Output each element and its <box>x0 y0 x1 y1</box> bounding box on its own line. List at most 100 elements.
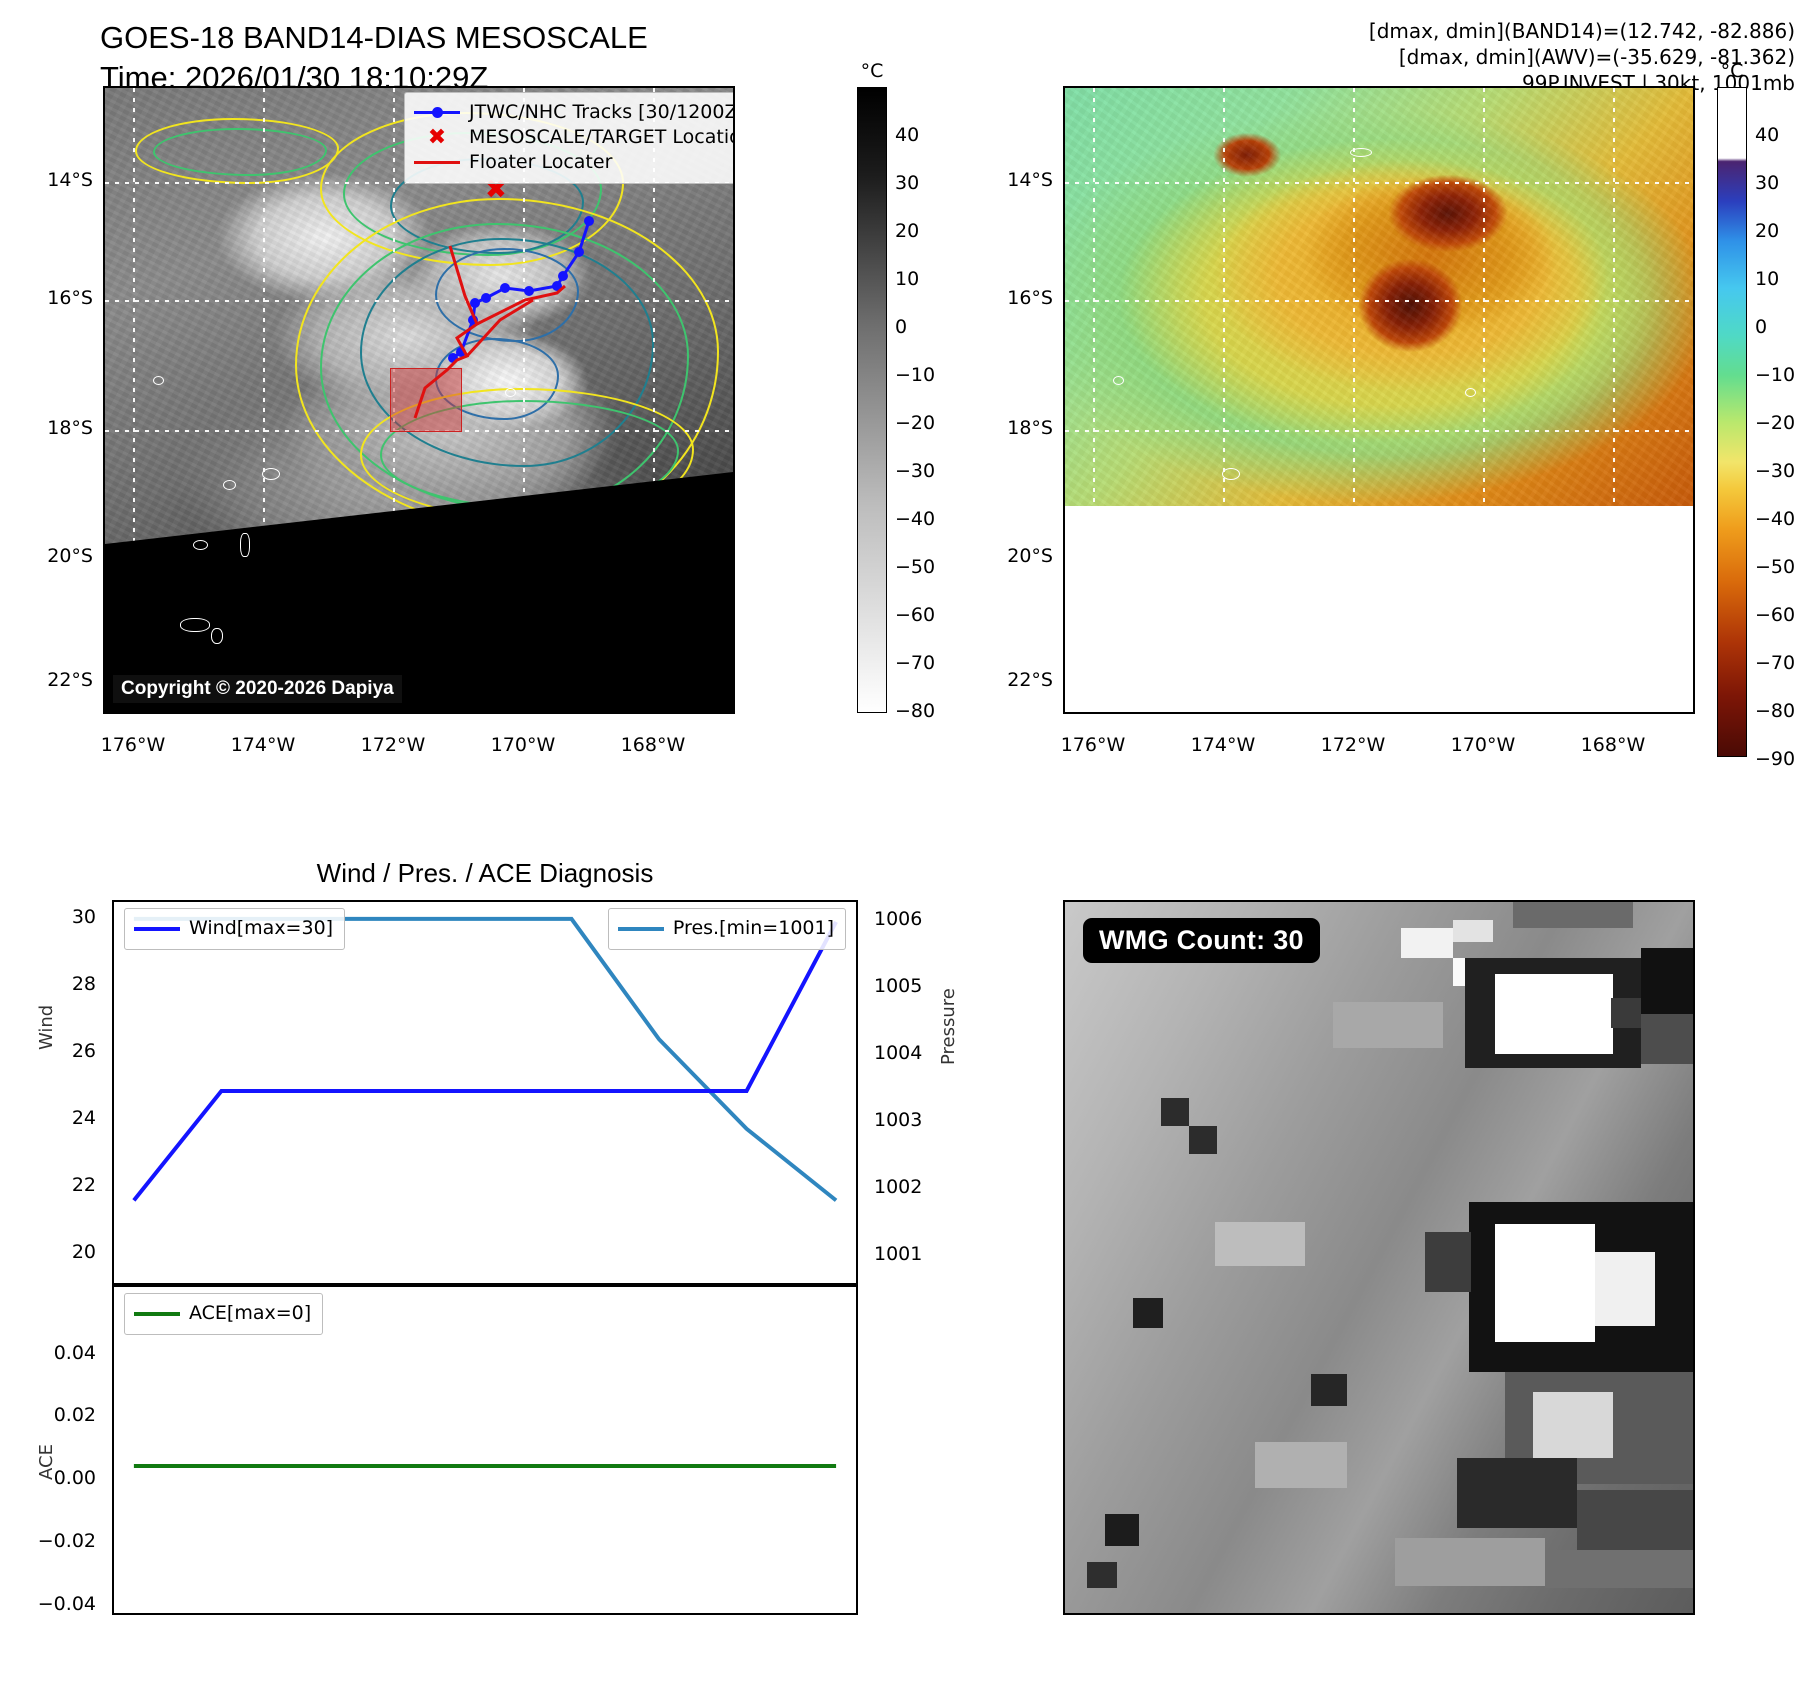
lat-tick: 20°S <box>1007 545 1053 567</box>
colorbar-tick: 30 <box>1755 172 1780 194</box>
annotation-awv: [dmax, dmin](AWV)=(-35.629, -81.362) <box>1398 45 1795 69</box>
lat-tick: 18°S <box>47 417 93 439</box>
colorbar-tick: −10 <box>895 364 936 386</box>
colorbar-unit-label: °C <box>1720 60 1744 82</box>
colorbar-tick: 20 <box>1755 220 1780 242</box>
map-legend: JTWC/NHC Tracks [30/1200Z] ✖ MESOSCALE/T… <box>404 92 733 184</box>
wmg-cell <box>1641 1014 1693 1064</box>
wind-legend: Wind[max=30] <box>124 908 346 950</box>
island-shape <box>193 540 208 550</box>
pressure-tick: 1003 <box>874 1109 923 1131</box>
wmg-cell <box>1577 1490 1693 1550</box>
graticule-lon-176w <box>1093 88 1095 505</box>
colorbar-tick: −70 <box>895 652 936 674</box>
colorbar-tick: −90 <box>1755 748 1796 770</box>
island-shape <box>153 376 164 385</box>
title-line-1: GOES-18 BAND14-DIAS MESOSCALE <box>100 20 648 55</box>
legend-item-floater: Floater Locater <box>414 150 733 175</box>
wmg-cell <box>1311 1374 1347 1406</box>
wmg-cloud-cluster-map[interactable]: WMG Count: 30 <box>1063 900 1695 1615</box>
ace-plot <box>133 1464 837 1469</box>
wmg-cell <box>1401 928 1453 958</box>
island-shape <box>262 468 280 480</box>
lon-tick: 174°W <box>1190 734 1256 756</box>
lat-tick: 22°S <box>1007 669 1053 691</box>
pressure-tick: 1004 <box>874 1042 923 1064</box>
floater-locater-box[interactable] <box>390 368 462 432</box>
graticule-lon-170w <box>523 88 525 712</box>
legend-label-wind: Wind[max=30] <box>189 917 334 939</box>
wmg-cell <box>1545 1550 1693 1588</box>
graticule-lon-168w <box>653 88 655 712</box>
ace-tick: −0.04 <box>37 1593 96 1615</box>
wmg-cell <box>1611 998 1643 1028</box>
island-shape <box>240 533 250 557</box>
colorbar-tick: −40 <box>895 508 936 530</box>
track-line-icon <box>414 107 460 118</box>
wmg-cell <box>1189 1126 1217 1154</box>
lat-tick: 14°S <box>1007 169 1053 191</box>
diagnosis-chart-title: Wind / Pres. / ACE Diagnosis <box>316 858 654 888</box>
ace-chart[interactable]: ACE[max=0] <box>112 1285 858 1615</box>
target-x-icon: ✖ <box>427 124 447 150</box>
wmg-cell <box>1495 974 1613 1054</box>
wind-line-icon <box>134 926 180 931</box>
legend-item-wind: Wind[max=30] <box>134 916 333 941</box>
lat-tick: 14°S <box>47 169 93 191</box>
colorbar-tick: −20 <box>895 412 936 434</box>
grayscale-ir-map[interactable]: ✖ JTWC/NHC Tracks [30/1200Z] ✖ MESOSCALE… <box>103 86 735 714</box>
colorbar-tick: −70 <box>1755 652 1796 674</box>
pressure-tick: 1002 <box>874 1176 923 1198</box>
wind-pressure-plot <box>132 916 838 1202</box>
wmg-cell <box>1105 1514 1139 1546</box>
colorbar-tick: 20 <box>895 220 920 242</box>
graticule-lon-174w <box>263 88 265 712</box>
wmg-cell <box>1453 920 1493 942</box>
pressure-tick: 1001 <box>874 1243 923 1265</box>
wmg-cell <box>1457 1458 1577 1528</box>
graticule-lat-14s <box>1065 182 1693 184</box>
colorbar-tick: 40 <box>895 124 920 146</box>
colorbar-tick: −30 <box>895 460 936 482</box>
wind-tick: 20 <box>71 1241 96 1263</box>
wind-pressure-chart[interactable]: Wind[max=30] Pres.[min=1001] <box>112 900 858 1285</box>
pressure-tick: 1006 <box>874 908 923 930</box>
ace-tick: 0.04 <box>53 1342 96 1364</box>
colorbar-tick: 30 <box>895 172 920 194</box>
enhanced-ir-map[interactable] <box>1063 86 1695 714</box>
wind-tick: 26 <box>71 1040 96 1062</box>
island-shape <box>180 618 210 632</box>
colorbar-tick: −60 <box>895 604 936 626</box>
lat-tick: 20°S <box>47 545 93 567</box>
ace-tick: −0.02 <box>37 1530 96 1552</box>
wind-series-line <box>132 920 838 1202</box>
graticule-lon-170w <box>1483 88 1485 505</box>
legend-item-target: ✖ MESOSCALE/TARGET Location <box>414 124 733 150</box>
legend-item-ace: ACE[max=0] <box>134 1301 311 1326</box>
lat-tick: 18°S <box>1007 417 1053 439</box>
graticule-lon-174w <box>1223 88 1225 505</box>
annotation-band14: [dmax, dmin](BAND14)=(12.742, -82.886) <box>1368 19 1795 43</box>
pressure-legend: Pres.[min=1001] <box>607 908 846 950</box>
wind-tick: 28 <box>71 973 96 995</box>
island-shape <box>211 628 223 644</box>
colorbar-tick: −40 <box>1755 508 1796 530</box>
island-shape <box>1113 376 1124 385</box>
legend-item-tracks: JTWC/NHC Tracks [30/1200Z] <box>414 100 733 125</box>
colorbar-tick: 40 <box>1755 124 1780 146</box>
graticule-lon-172w <box>393 88 395 712</box>
legend-item-pressure: Pres.[min=1001] <box>617 916 834 941</box>
colorbar-gradient <box>857 87 887 713</box>
colorbar-tick: 0 <box>895 316 908 338</box>
island-shape <box>505 388 516 397</box>
lat-tick: 16°S <box>47 287 93 309</box>
pressure-series-line <box>133 916 838 1202</box>
wmg-count-badge: WMG Count: 30 <box>1083 918 1320 963</box>
ace-tick: 0.00 <box>53 1467 96 1489</box>
wmg-cell <box>1395 1538 1545 1586</box>
colorbar-tick: −80 <box>1755 700 1796 722</box>
lon-tick: 174°W <box>230 734 296 756</box>
wind-tick: 22 <box>71 1174 96 1196</box>
colorbar-tick: −30 <box>1755 460 1796 482</box>
pressure-axis-label: Pressure <box>938 988 959 1065</box>
